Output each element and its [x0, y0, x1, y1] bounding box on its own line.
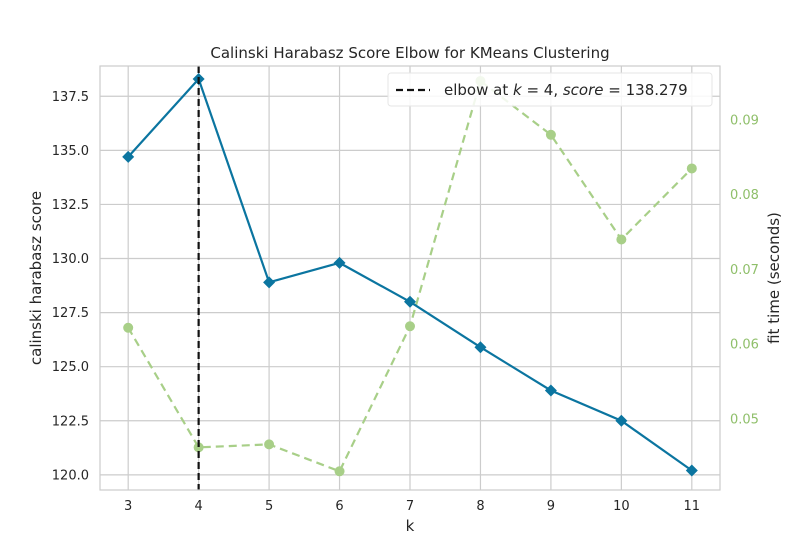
y-tick-label: 135.0 — [52, 144, 89, 159]
fit-time-point — [264, 439, 275, 450]
y2-tick-label: 0.08 — [730, 188, 759, 203]
score-point — [685, 464, 698, 477]
x-tick-label: 6 — [335, 499, 343, 514]
x-tick-label: 7 — [406, 499, 414, 514]
fit-time-point — [123, 322, 134, 333]
y2-tick-label: 0.07 — [730, 263, 759, 278]
legend-box — [387, 72, 713, 107]
score-point — [615, 414, 628, 427]
y2-tick-label: 0.09 — [730, 113, 759, 128]
fit-time-point — [545, 129, 556, 140]
x-axis-ticks: 3 4 5 6 7 8 9 10 11 — [124, 499, 700, 514]
y-tick-label: 120.0 — [52, 468, 89, 483]
fit-time-point — [405, 321, 415, 332]
legend-elbow-label: elbow at k = 4, score = 138.279 — [444, 81, 688, 99]
x-tick-label: 10 — [613, 499, 630, 514]
legend-score: score — [563, 81, 604, 99]
plot-frame — [99, 65, 721, 491]
x-axis-label: k — [406, 517, 415, 535]
y-tick-label: 132.5 — [52, 198, 89, 213]
score-point — [333, 256, 346, 269]
x-tick-label: 8 — [476, 499, 484, 514]
score-point — [263, 276, 276, 289]
score-point — [544, 384, 557, 397]
legend-prefix: elbow at — [444, 81, 513, 99]
y-tick-label: 122.5 — [52, 414, 89, 429]
chart-title: Calinski Harabasz Score Elbow for KMeans… — [210, 44, 609, 62]
fit-time-point — [334, 466, 345, 477]
fit-time-point — [616, 234, 627, 245]
y2-axis-ticks: 0.05 0.06 0.07 0.08 0.09 — [730, 113, 759, 427]
y-axis-ticks: 120.0 122.5 125.0 127.5 130.0 132.5 135.0 137.5 — [52, 90, 89, 484]
fit-time-point — [686, 163, 697, 174]
score-point — [122, 150, 135, 163]
y-axis-label: calinski harabasz score — [27, 191, 45, 365]
x-tick-label: 9 — [547, 499, 555, 514]
y-tick-label: 137.5 — [52, 90, 89, 105]
score-point — [404, 295, 416, 308]
y-tick-label: 130.0 — [52, 252, 89, 267]
y-tick-label: 127.5 — [52, 306, 89, 321]
legend: elbow at k = 4, score = 138.279 — [387, 72, 713, 107]
y-tick-label: 125.0 — [52, 360, 89, 375]
y2-tick-label: 0.05 — [730, 412, 759, 427]
y2-axis-label: fit time (seconds) — [765, 212, 783, 344]
y2-tick-label: 0.06 — [730, 338, 759, 353]
fit-time-point — [193, 442, 204, 453]
score-series — [122, 72, 698, 477]
x-tick-label: 5 — [265, 499, 273, 514]
legend-k: k — [513, 81, 523, 99]
legend-score-value: = 138.279 — [604, 81, 688, 99]
score-point — [474, 341, 487, 354]
legend-k-value: = 4, — [522, 81, 563, 99]
x-tick-label: 4 — [194, 499, 202, 514]
x-tick-label: 11 — [684, 499, 701, 514]
x-tick-label: 3 — [124, 499, 132, 514]
